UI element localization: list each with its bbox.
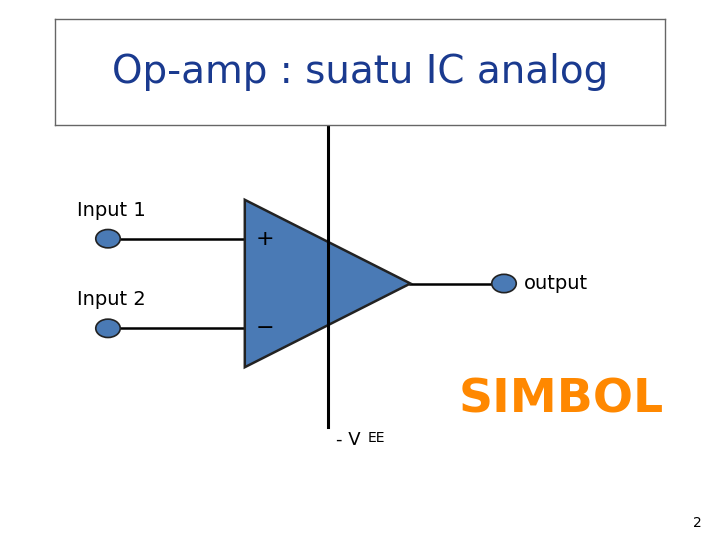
Circle shape [96,319,120,338]
Circle shape [492,274,516,293]
Text: Op-amp : suatu IC analog: Op-amp : suatu IC analog [112,53,608,91]
Text: Input 2: Input 2 [77,291,146,309]
Text: Input 1: Input 1 [77,201,146,220]
Text: +: + [256,228,274,249]
Text: −: − [256,318,274,339]
Text: + V: + V [336,98,369,116]
Text: CC: CC [368,105,387,119]
Polygon shape [245,200,410,367]
Text: 2: 2 [693,516,702,530]
Text: - V: - V [336,431,361,449]
Text: output: output [524,274,588,293]
Text: EE: EE [368,431,385,445]
Text: SIMBOL: SIMBOL [459,377,664,422]
Circle shape [96,230,120,248]
